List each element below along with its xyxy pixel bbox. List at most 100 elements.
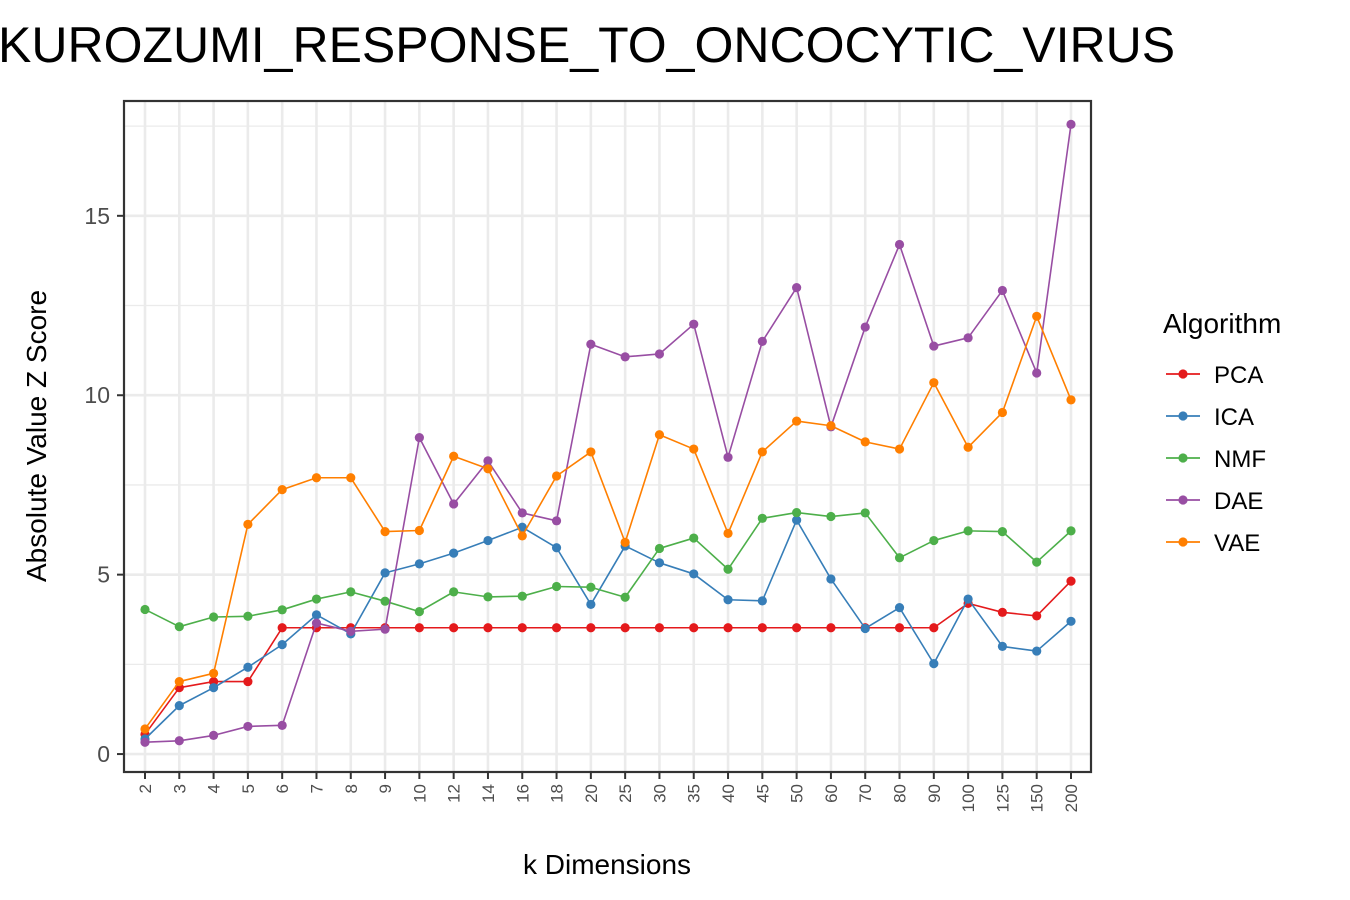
- data-point-vae: [414, 525, 424, 536]
- data-point-dae: [414, 432, 424, 443]
- data-point-vae: [654, 430, 665, 440]
- data-point-vae: [243, 519, 253, 530]
- x-tick-label: 35: [685, 784, 704, 803]
- data-point-pca: [723, 623, 733, 633]
- data-point-ica: [792, 515, 802, 525]
- data-point-vae: [1032, 311, 1042, 321]
- data-point-vae: [929, 378, 939, 388]
- data-point-ica: [757, 596, 767, 606]
- x-tick-label: 3: [170, 784, 189, 793]
- data-point-vae: [860, 437, 870, 447]
- data-point-ica: [1066, 616, 1076, 626]
- data-point-vae: [517, 531, 527, 541]
- chart-title: KUROZUMI_RESPONSE_TO_ONCOCYTIC_VIRUS: [0, 17, 1175, 73]
- data-point-pca: [586, 623, 596, 633]
- legend-item-pca: PCA: [1166, 362, 1263, 389]
- data-point-ica: [551, 543, 562, 553]
- x-tick-label: 5: [239, 784, 258, 793]
- y-axis-title: Absolute Value Z Score: [21, 290, 52, 582]
- data-point-ica: [277, 640, 287, 650]
- x-tick-label: 9: [376, 784, 395, 793]
- data-point-vae: [346, 473, 356, 483]
- x-tick-label: 20: [582, 784, 601, 803]
- series-line-pca: [144, 580, 1072, 735]
- x-tick-label: 8: [342, 784, 361, 793]
- data-point-pca: [1032, 611, 1042, 621]
- y-tick-label: 15: [84, 203, 110, 229]
- y-axis: 0 5 10 15: [84, 203, 124, 767]
- grid-major: [124, 101, 1091, 772]
- x-tick-label: 10: [410, 784, 429, 803]
- data-point-dae: [277, 720, 287, 730]
- series-line-dae: [144, 124, 1072, 744]
- x-tick-label: 125: [993, 784, 1012, 812]
- data-point-dae: [894, 239, 905, 250]
- data-point-pca: [414, 623, 424, 633]
- data-point-pca: [620, 623, 630, 633]
- data-point-ica: [174, 701, 184, 711]
- series-line-ica: [144, 519, 1072, 740]
- data-point-nmf: [449, 587, 459, 597]
- legend: Algorithm PCA ICA NMF DAE VAE: [1163, 308, 1281, 557]
- data-point-pca: [1066, 576, 1076, 586]
- data-point-dae: [174, 736, 184, 746]
- data-point-dae: [346, 626, 356, 636]
- x-tick-label: 100: [959, 784, 978, 812]
- legend-items: PCA ICA NMF DAE VAE: [1166, 362, 1266, 557]
- data-point-pca: [449, 623, 459, 633]
- data-point-vae: [826, 421, 836, 431]
- x-tick-label: 150: [1028, 784, 1047, 812]
- data-point-dae: [929, 341, 939, 351]
- legend-key-point: [1178, 537, 1188, 547]
- data-point-ica: [723, 595, 733, 605]
- data-point-dae: [380, 624, 390, 634]
- data-point-dae: [997, 285, 1008, 296]
- legend-key-point: [1178, 495, 1188, 505]
- x-tick-label: 30: [650, 784, 669, 803]
- data-point-ica: [963, 594, 973, 604]
- data-point-dae: [243, 721, 253, 732]
- legend-label: PCA: [1214, 362, 1263, 389]
- data-point-ica: [586, 599, 596, 610]
- data-point-dae: [792, 282, 802, 293]
- x-tick-label: 70: [856, 784, 875, 803]
- data-point-ica: [243, 662, 253, 672]
- y-tick-label: 5: [97, 562, 110, 588]
- x-tick-label: 7: [307, 784, 326, 793]
- data-point-ica: [929, 659, 939, 669]
- legend-key-point: [1178, 411, 1188, 421]
- series-line-nmf: [144, 511, 1072, 628]
- data-point-pca: [551, 623, 562, 633]
- data-point-vae: [792, 416, 802, 426]
- data-point-dae: [723, 452, 733, 462]
- data-point-pca: [792, 623, 802, 633]
- data-point-nmf: [654, 543, 665, 554]
- data-point-pca: [997, 607, 1008, 617]
- data-point-nmf: [517, 591, 527, 601]
- data-point-pca: [689, 623, 699, 633]
- data-point-dae: [586, 339, 596, 349]
- x-axis-title: k Dimensions: [523, 849, 691, 880]
- data-point-pca: [826, 623, 836, 633]
- data-point-nmf: [894, 553, 905, 563]
- data-point-nmf: [551, 581, 562, 592]
- x-tick-label: 18: [548, 784, 567, 803]
- data-point-nmf: [860, 508, 870, 518]
- data-point-ica: [689, 569, 699, 579]
- data-point-nmf: [929, 535, 939, 546]
- legend-key-point: [1178, 369, 1188, 379]
- data-point-vae: [963, 442, 973, 452]
- legend-item-dae: DAE: [1166, 488, 1263, 515]
- data-point-ica: [311, 610, 322, 620]
- legend-key-point: [1178, 453, 1188, 463]
- data-point-dae: [208, 730, 219, 741]
- data-point-vae: [620, 537, 630, 547]
- data-point-dae: [483, 456, 493, 466]
- data-point-dae: [689, 319, 699, 329]
- x-tick-label: 6: [273, 784, 292, 793]
- data-point-vae: [208, 668, 219, 678]
- data-point-dae: [1032, 368, 1042, 378]
- data-point-nmf: [380, 596, 390, 606]
- x-tick-label: 50: [788, 784, 807, 803]
